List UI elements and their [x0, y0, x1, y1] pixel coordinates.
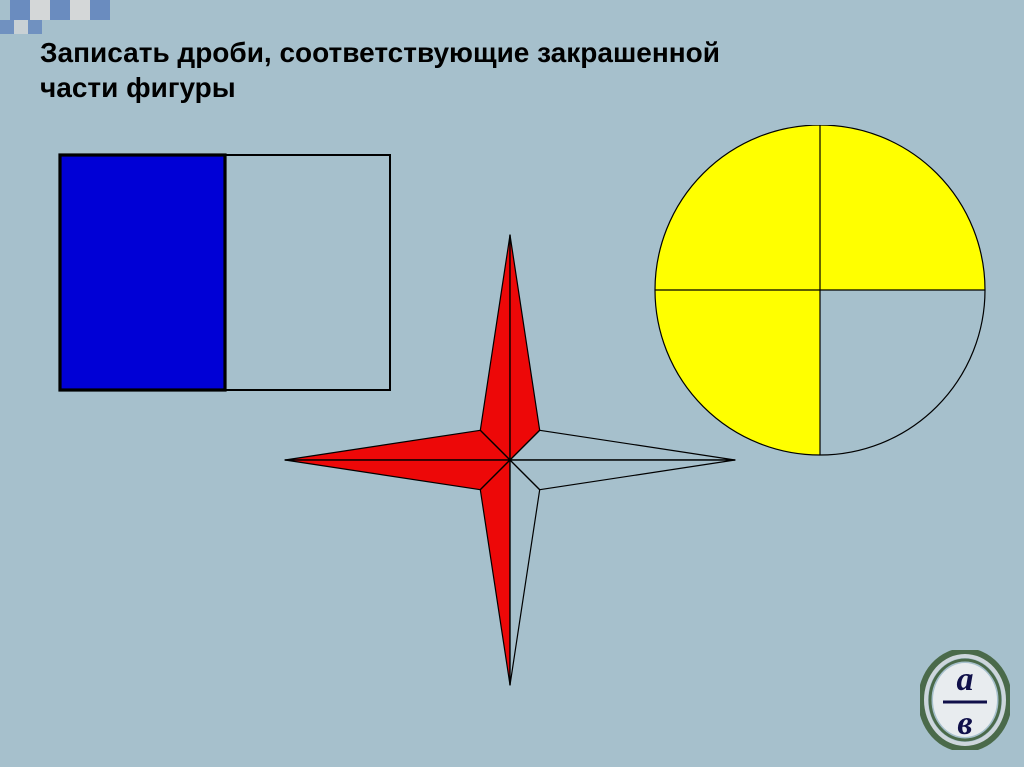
rectangle-figure — [60, 155, 390, 390]
circle-figure — [655, 125, 985, 455]
slide: Записать дроби, соответствующие закрашен… — [0, 0, 1024, 767]
figures-canvas — [0, 125, 1024, 767]
title-line-1: Записать дроби, соответствующие закрашен… — [40, 35, 720, 70]
title-line-2: части фигуры — [40, 70, 720, 105]
svg-text:a: a — [957, 661, 974, 698]
corner-decoration — [0, 0, 140, 40]
svg-text:в: в — [957, 705, 972, 742]
slide-title: Записать дроби, соответствующие закрашен… — [40, 35, 720, 105]
fraction-logo-icon: aв — [920, 650, 1010, 750]
